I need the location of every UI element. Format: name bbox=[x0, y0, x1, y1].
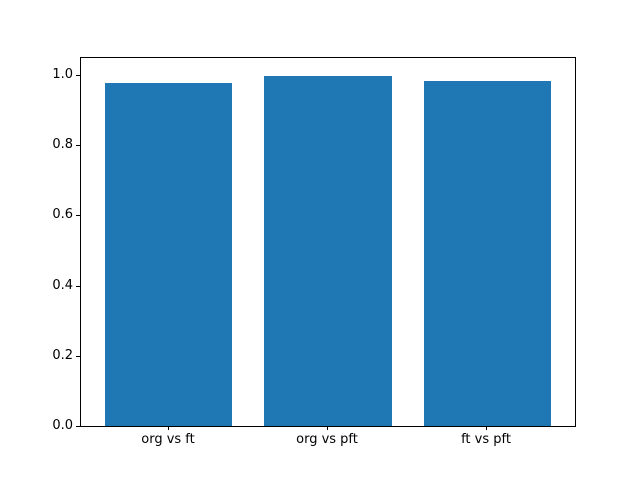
plot-area bbox=[80, 57, 576, 427]
bar-ft-vs-pft bbox=[423, 80, 552, 426]
y-tick-mark bbox=[76, 356, 80, 357]
y-tick-mark bbox=[76, 426, 80, 427]
y-tick-label: 0.6 bbox=[52, 207, 73, 222]
x-tick-mark bbox=[327, 426, 328, 430]
y-tick-label: 1.0 bbox=[52, 67, 73, 82]
bar-org-vs-ft bbox=[104, 82, 233, 426]
y-tick-mark bbox=[76, 145, 80, 146]
y-tick-mark bbox=[76, 75, 80, 76]
y-tick-mark bbox=[76, 286, 80, 287]
y-tick-label: 0.4 bbox=[52, 278, 73, 293]
y-tick-label: 0.0 bbox=[52, 418, 73, 433]
bar-org-vs-pft bbox=[264, 76, 392, 426]
x-tick-mark bbox=[168, 426, 169, 430]
y-tick-mark bbox=[76, 215, 80, 216]
y-tick-label: 0.2 bbox=[52, 348, 73, 363]
x-tick-mark bbox=[486, 426, 487, 430]
x-tick-label: org vs pft bbox=[296, 432, 358, 447]
x-tick-label: ft vs pft bbox=[461, 432, 511, 447]
y-tick-label: 0.8 bbox=[52, 137, 73, 152]
x-tick-label: org vs ft bbox=[141, 432, 195, 447]
